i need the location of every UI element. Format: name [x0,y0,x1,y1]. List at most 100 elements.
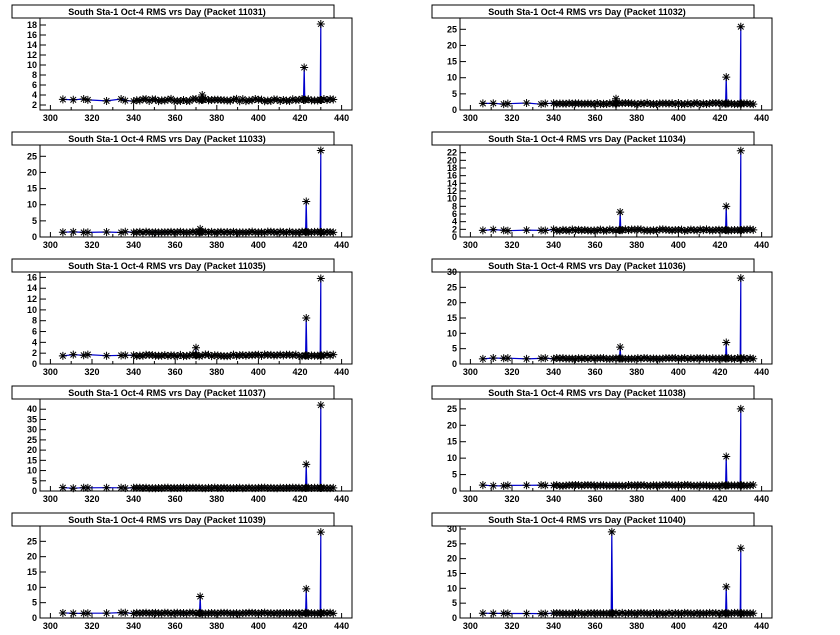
data-point [633,100,642,109]
data-point [198,351,207,360]
data-point [583,354,592,363]
x-tick-label: 380 [209,240,224,250]
data-point [743,354,752,363]
y-tick-label: 14 [27,283,37,293]
y-tick-label: 10 [447,583,457,593]
plot-frame [39,525,353,619]
data-point [248,96,257,105]
x-tick-label: 360 [588,240,603,250]
data-point [135,96,144,105]
data-point [522,609,531,618]
plot-frame [459,17,773,111]
x-tick-label: 300 [43,113,58,123]
data-point [79,609,88,618]
y-tick-label: 15 [27,455,37,465]
data-point [102,227,111,236]
data-point [537,100,546,109]
y-tick-label: 8 [32,316,37,326]
data-point [549,225,558,234]
x-tick-label: 340 [546,367,561,377]
data-point [117,351,126,360]
data-point [192,351,201,360]
chart-title: South Sta-1 Oct-4 RMS vrs Day (Packet 11… [68,7,266,17]
data-point [643,354,652,363]
data-point [179,96,188,105]
data-point [730,354,739,363]
data-point [317,96,326,104]
y-tick-label: 0 [452,232,457,242]
data-point [618,226,627,235]
y-tick-label: 25 [27,536,37,546]
chart-title: South Sta-1 Oct-4 RMS vrs Day (Packet 11… [68,388,266,398]
data-point [326,351,335,360]
data-point [117,483,126,492]
data-point [229,350,238,359]
data-point [207,227,216,236]
data-point [702,100,711,109]
y-tick-label: 10 [27,305,37,315]
x-tick-label: 420 [292,494,307,504]
x-tick-label: 360 [168,367,183,377]
y-tick-label: 5 [32,598,37,608]
data-point [83,350,92,359]
y-tick-label: 15 [27,567,37,577]
data-point [522,99,531,108]
chart-title: South Sta-1 Oct-4 RMS vrs Day (Packet 11… [488,388,686,398]
data-point [121,96,130,105]
y-tick-label: 25 [447,282,457,292]
data-point [571,354,580,363]
data-point [646,481,655,490]
data-point [503,354,512,363]
data-point [276,96,285,105]
y-tick-label: 20 [447,155,457,165]
x-tick-label: 300 [463,240,478,250]
data-point [602,100,611,109]
data-point [690,609,698,618]
data-point [167,609,176,618]
data-point [499,100,508,109]
data-point [714,98,723,107]
y-tick-label: 5 [452,598,457,608]
data-point [176,227,185,236]
data-point [323,96,332,105]
data-point [736,274,745,283]
data-point [121,227,130,236]
chart-title: South Sta-1 Oct-4 RMS vrs Day (Packet 11… [488,134,686,144]
data-point [746,225,755,234]
data-point [185,97,194,106]
data-point [499,609,508,618]
data-point [478,609,487,618]
x-tick-label: 360 [168,621,183,631]
data-point [142,95,151,104]
x-tick-label: 400 [671,240,686,250]
x-tick-label: 360 [588,494,603,504]
x-tick-label: 440 [754,240,769,250]
x-tick-label: 320 [84,113,99,123]
data-point [652,100,661,109]
x-tick-label: 340 [126,621,141,631]
data-point [117,608,126,617]
data-point [593,99,602,108]
data-point [69,609,78,618]
data-point [580,354,589,363]
data-point [288,351,297,360]
y-tick-label: 0 [452,105,457,115]
data-point [686,100,695,109]
data-point [302,584,311,593]
data-point [83,483,92,492]
data-point [154,97,163,106]
data-point [319,351,328,360]
x-tick-label: 440 [334,113,349,123]
data-point [241,351,250,360]
x-tick-label: 420 [712,494,727,504]
y-tick-label: 20 [447,554,457,564]
y-tick-label: 20 [27,552,37,562]
data-point [192,95,200,104]
data-point [121,351,130,360]
data-point [117,228,126,237]
data-point [722,452,731,461]
data-point [593,226,602,235]
data-point [702,609,711,618]
chart-panel: South Sta-1 Oct-4 RMS vrs Day (Packet 11… [431,4,773,123]
x-tick-label: 380 [209,494,224,504]
